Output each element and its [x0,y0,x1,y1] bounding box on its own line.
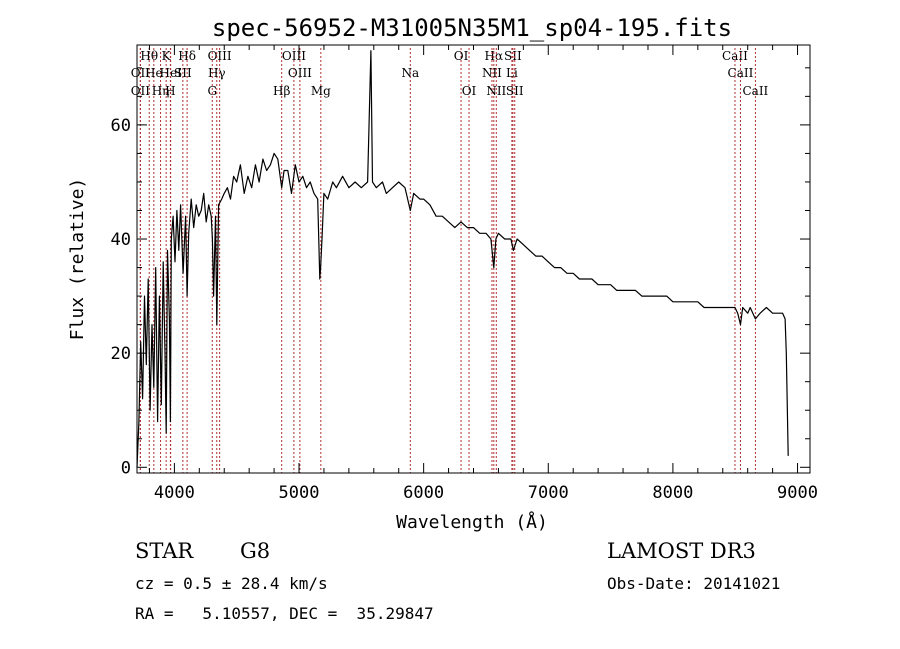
y-axis: 0 20 40 60 [111,67,810,478]
line-marker-label: SII [174,66,192,80]
x-axis: 4000 5000 6000 7000 8000 9000 [148,45,818,503]
line-marker-label: OII [131,84,151,98]
line-marker-label: SII [504,49,522,63]
line-marker-label: K [162,49,172,63]
x-tick-label: 6000 [403,483,444,503]
coordinates-readout: RA = 5.10557, DEC = 35.29847 [135,604,434,623]
line-marker-label: NII [482,66,502,80]
observation-date: Obs-Date: 20141021 [607,574,781,593]
velocity-readout: cz = 0.5 ± 28.4 km/s [135,574,328,593]
line-marker-label: OIII [282,49,306,63]
y-tick-label: 20 [111,344,131,364]
chart-title: spec-56952-M31005N35M1_sp04-195.fits [212,14,732,42]
line-marker-label: Hβ [273,84,290,98]
survey-name: LAMOST DR3 [607,539,756,563]
y-tick-label: 40 [111,230,131,250]
line-marker-label: CaII [728,66,754,80]
line-marker-label: G [207,84,217,98]
line-marker-label: Hθ [140,49,158,63]
x-tick-label: 9000 [777,483,818,503]
x-tick-label: 8000 [652,483,693,503]
line-marker-label: CaII [722,49,748,63]
spectrum-line [136,50,789,468]
line-marker-label: OIII [288,66,312,80]
line-marker-label: Hδ [178,49,196,63]
x-tick-label: 5000 [279,483,320,503]
line-marker-label: H [165,84,175,98]
x-axis-label: Wavelength (Å) [396,511,548,533]
line-marker-label: Mg [311,84,331,98]
line-marker-label: OI [462,84,477,98]
x-tick-label: 4000 [154,483,195,503]
object-class: STAR [135,539,194,563]
plot-frame [136,44,811,474]
x-tick-label: 7000 [528,483,569,503]
y-tick-label: 0 [121,458,131,478]
y-tick-label: 60 [111,116,131,136]
line-marker-label: Na [401,66,419,80]
line-marker-label: CaII [742,84,768,98]
line-marker-label: OIII [208,49,232,63]
line-marker-label: Li [506,66,518,80]
line-marker-label: SII [506,84,524,98]
line-marker-label: NII [486,84,506,98]
spectrum-series [136,50,789,468]
y-axis-label: Flux (relative) [67,178,88,341]
spectral-subclass: G8 [240,539,271,563]
line-marker-label: Hα [485,49,504,63]
line-marker-label: OI [454,49,469,63]
line-marker-label: He [145,66,163,80]
line-marker-label: Hη [152,84,170,98]
line-marker-label: Hγ [208,66,226,80]
